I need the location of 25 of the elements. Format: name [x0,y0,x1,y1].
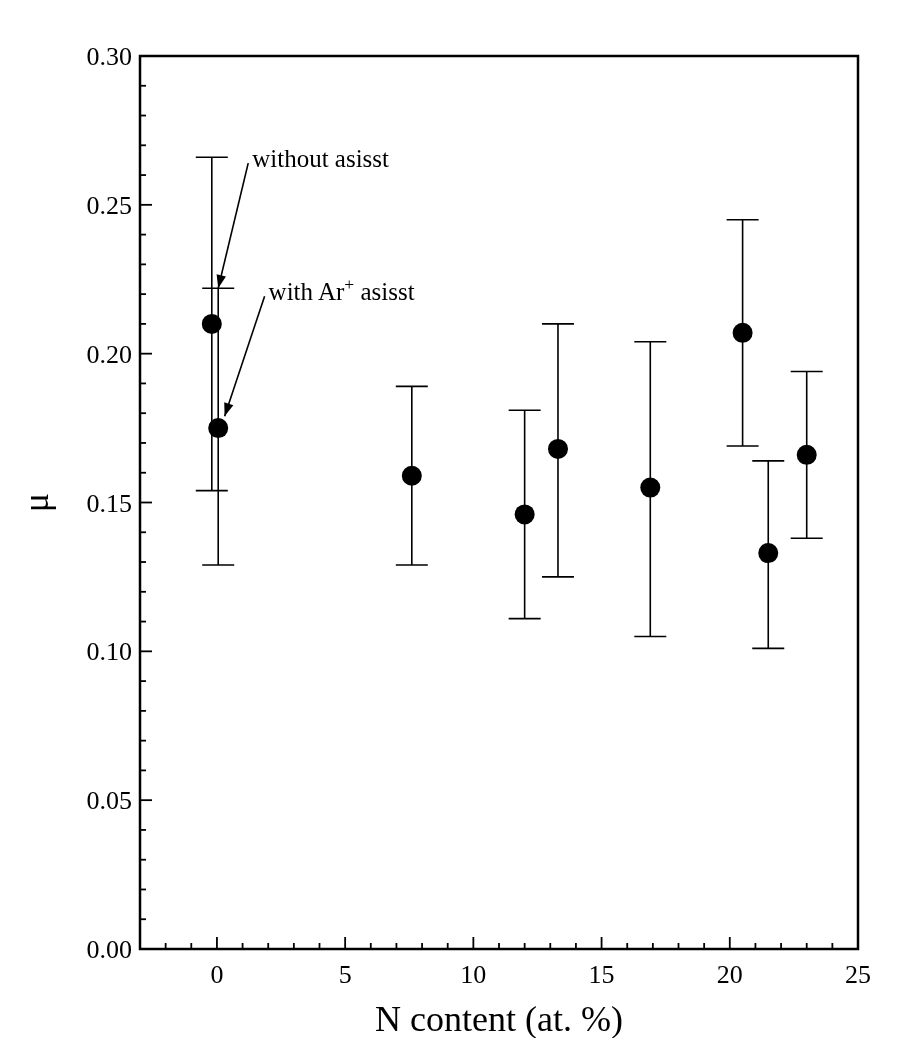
point [732,322,753,343]
x-tick-label: 20 [716,960,743,989]
y-tick-label: 0.00 [86,935,132,964]
point [547,438,568,459]
y-tick-label: 0.15 [86,488,132,518]
y-tick-label: 0.20 [86,339,132,369]
x-tick-label: 25 [845,960,871,989]
x-tick-label: 0 [210,960,224,989]
x-tick-label: 10 [460,960,487,989]
y-tick-label: 0.30 [86,42,132,71]
annotation: without asisst [252,145,390,173]
point [640,477,661,498]
x-tick-label: 15 [588,960,615,989]
y-tick-label: 0.05 [86,786,132,816]
point [796,444,817,465]
x-tick-label: 5 [338,960,352,989]
point [401,465,422,486]
y-tick-label: 0.10 [86,637,132,667]
y-tick-label: 0.25 [86,190,132,220]
x-axis-title: N content (at. %) [375,999,623,1039]
point [514,504,535,525]
annotation: with Ar$^{+}$ asisst [268,274,415,306]
point [758,543,779,564]
point [208,418,229,439]
y-axis-title: μ [16,492,56,513]
